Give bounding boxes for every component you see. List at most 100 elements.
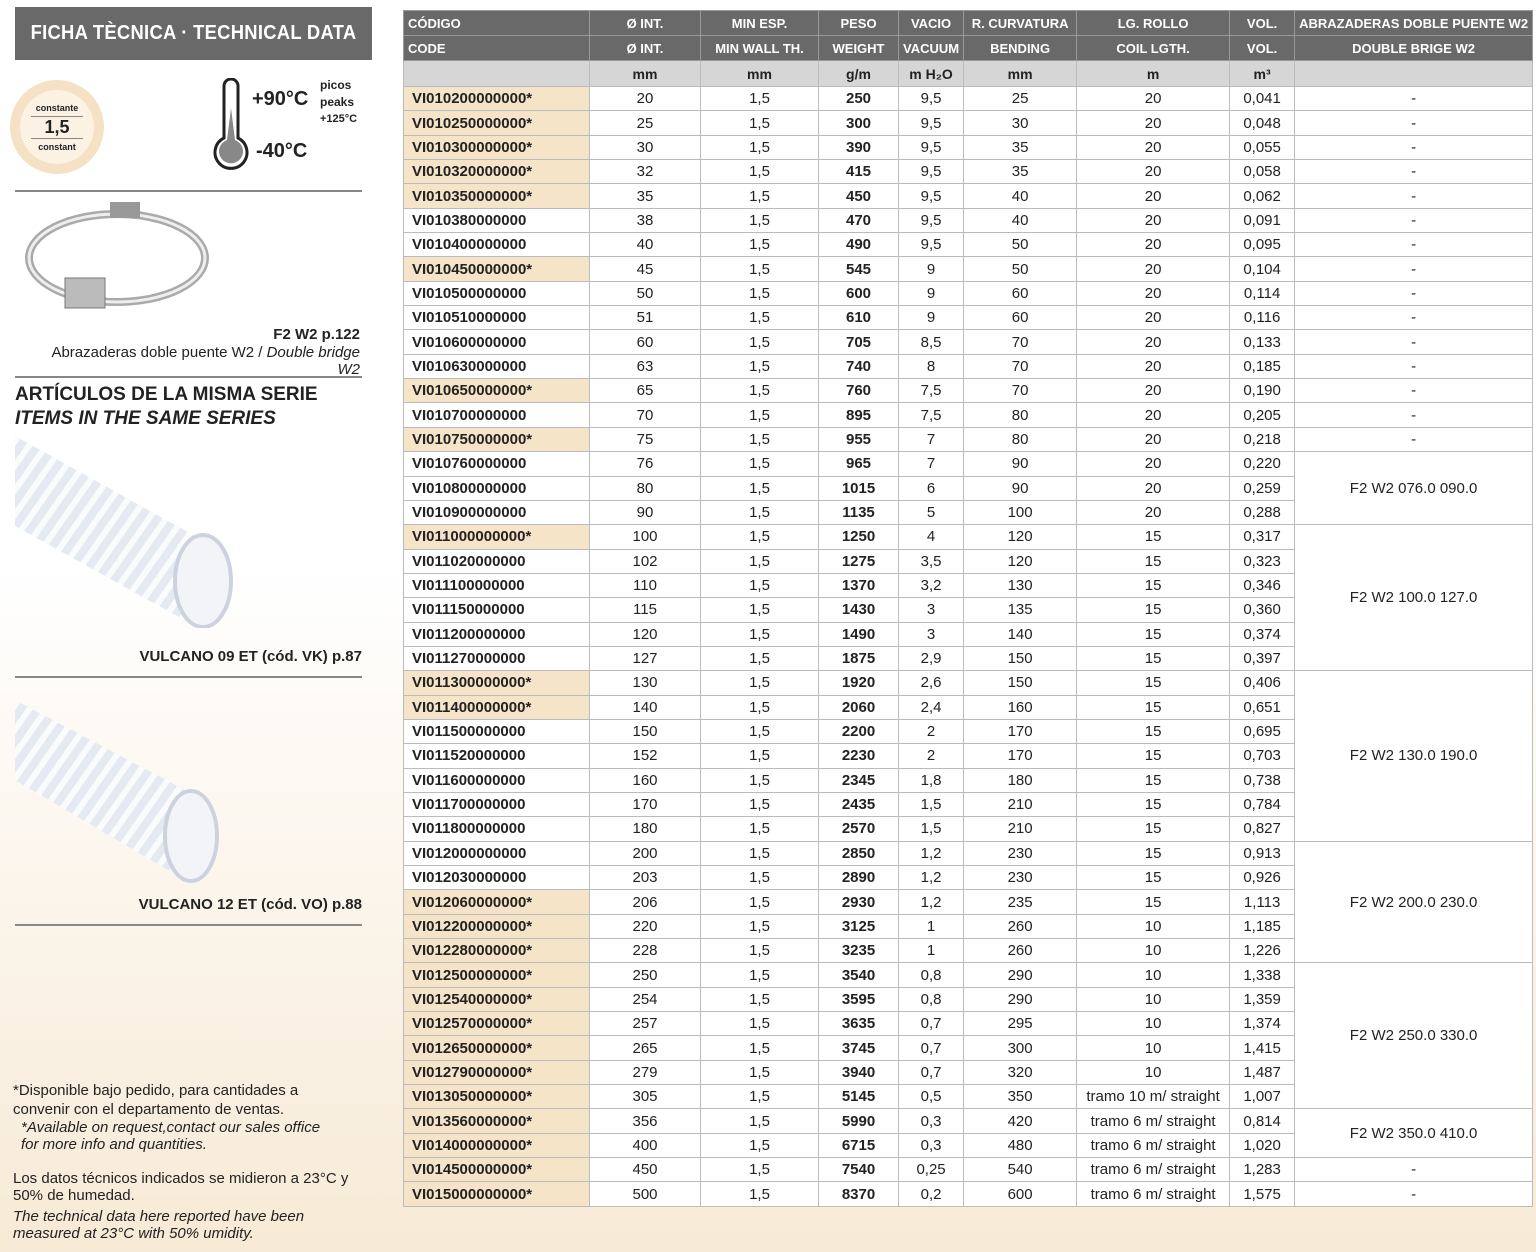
cell-code: VI011600000000 [403,767,590,793]
cell-inner-diameter: 102 [589,548,701,574]
table-row: VI011100000000 110 1,5 1370 3,2 130 15 0,346 [403,572,1533,599]
cell-wall-thickness: 1,5 [700,426,819,453]
cell-coil-length: 15 [1076,864,1231,891]
clamp-caption-en: Double bridge W2 [266,344,360,378]
cell-weight: 2060 [818,694,899,720]
cell-code: VI010900000000 [403,499,590,526]
cell-vacuum: 0,7 [897,1059,965,1086]
cell-coil-length: 15 [1076,645,1231,672]
cell-clamp: - [1294,183,1534,209]
cell-bending-radius: 320 [963,1059,1078,1086]
cell-weight: 760 [818,378,899,404]
cell-coil-length: 10 [1076,913,1231,940]
cell-clamp: - [1294,134,1534,161]
cell-clamp: - [1294,85,1534,112]
cell-weight: 5990 [818,1108,899,1134]
cell-vacuum: 9,5 [897,110,965,136]
table-row: VI012030000000 203 1,5 2890 1,2 230 15 0,926 [403,864,1533,891]
column-header: CÓDIGO [403,10,590,36]
column-header-en: CODE [403,35,590,61]
table-row: VI011000000000* 100 1,5 1250 4 120 15 0,317 F2 W… [403,524,1534,672]
cell-volume: 1,487 [1229,1059,1296,1086]
cell-bending-radius: 120 [963,548,1078,574]
cell-bending-radius: 235 [963,889,1078,915]
table-row: VI010630000000 63 1,5 740 8 70 20 0,185- [403,353,1534,380]
cell-weight: 2890 [818,864,899,891]
cell-weight: 3125 [818,913,899,940]
cell-inner-diameter: 400 [589,1132,701,1159]
cell-coil-length: tramo 6 m/ straight [1076,1108,1231,1134]
cell-clamp: - [1294,426,1534,453]
cell-vacuum: 9,5 [897,159,965,185]
clamp-caption-es: Abrazaderas doble puente W2 / [51,344,267,361]
unit-cell: m H₂O [897,60,965,87]
cell-volume: 0,323 [1229,548,1296,574]
cell-wall-thickness: 1,5 [700,767,819,793]
table-row: VI014000000000* 400 1,5 6715 0,3 480 tramo 6 m… [403,1132,1533,1159]
cell-coil-length: 20 [1076,402,1231,428]
cell-code: VI010250000000* [403,110,590,136]
cell-weight: 3745 [818,1035,899,1061]
cell-weight: 300 [818,110,899,136]
cell-code: VI011400000000* [403,694,590,720]
cell-code: VI011150000000 [403,597,590,623]
cell-volume: 0,190 [1229,378,1296,404]
cell-wall-thickness: 1,5 [700,986,819,1013]
cell-volume: 0,406 [1229,670,1296,696]
cell-vacuum: 2,6 [897,670,965,696]
cell-weight: 2930 [818,889,899,915]
cell-coil-length: 20 [1076,183,1231,209]
cell-code: VI013560000000* [403,1108,590,1134]
cell-wall-thickness: 1,5 [700,1011,819,1037]
series-item-vk[interactable]: VULCANO 09 ET (cód. VK) p.87 [139,648,362,665]
table-row: VI012060000000* 206 1,5 2930 1,2 235 15 1,113 [403,889,1533,915]
cell-weight: 250 [818,85,899,112]
table-row: VI011270000000 127 1,5 1875 2,9 150 15 0,397 [403,645,1533,672]
cell-inner-diameter: 127 [589,645,701,672]
cell-coil-length: 20 [1076,475,1231,501]
cell-bending-radius: 140 [963,621,1078,647]
cell-inner-diameter: 140 [589,694,701,720]
cell-volume: 1,185 [1229,913,1296,940]
availability-note: *Disponible bajo pedido, para cantidades… [13,1081,363,1153]
cell-volume: 0,827 [1229,816,1296,842]
cell-wall-thickness: 1,5 [700,475,819,501]
cell-wall-thickness: 1,5 [700,621,819,647]
cell-wall-thickness: 1,5 [700,1059,819,1086]
table-row: VI014500000000* 450 1,5 7540 0,25 540 tramo 6 … [403,1157,1534,1183]
peaks-es: picos [320,78,352,92]
cell-vacuum: 0,7 [897,1035,965,1061]
cell-coil-length: 15 [1076,743,1231,769]
cell-bending-radius: 60 [963,280,1078,307]
cell-clamp: - [1294,280,1534,307]
cell-code: VI012790000000* [403,1059,590,1086]
unit-cell [403,60,590,87]
divider [15,376,362,378]
cell-bending-radius: 480 [963,1132,1078,1159]
table-row: VI012280000000* 228 1,5 3235 1 260 10 1,226 [403,938,1533,964]
cell-vacuum: 9 [897,280,965,307]
cell-weight: 1875 [818,645,899,672]
cell-coil-length: 15 [1076,791,1231,818]
series-item-vo[interactable]: VULCANO 12 ET (cód. VO) p.88 [138,896,362,913]
cell-coil-length: 15 [1076,524,1231,550]
cell-code: VI010380000000 [403,207,590,234]
cell-code: VI010200000000* [403,85,590,112]
cell-vacuum: 3,2 [897,572,965,599]
table-row: VI012790000000* 279 1,5 3940 0,7 320 10 1,487 [403,1059,1533,1086]
cell-volume: 0,114 [1229,280,1296,307]
cell-vacuum: 9,5 [897,134,965,161]
cell-clamp: F2 W2 200.0 230.0 [1294,840,1534,964]
cell-vacuum: 9 [897,256,965,282]
cell-coil-length: 20 [1076,207,1231,234]
cell-bending-radius: 70 [963,378,1078,404]
cell-wall-thickness: 1,5 [700,694,819,720]
unit-cell: mm [700,60,819,87]
cell-volume: 1,226 [1229,938,1296,964]
hose-image-vo [15,700,219,883]
cell-inner-diameter: 220 [589,913,701,940]
cell-volume: 0,041 [1229,85,1296,112]
cell-bending-radius: 290 [963,962,1078,988]
cell-code: VI012540000000* [403,986,590,1013]
cell-code: VI014000000000* [403,1132,590,1159]
